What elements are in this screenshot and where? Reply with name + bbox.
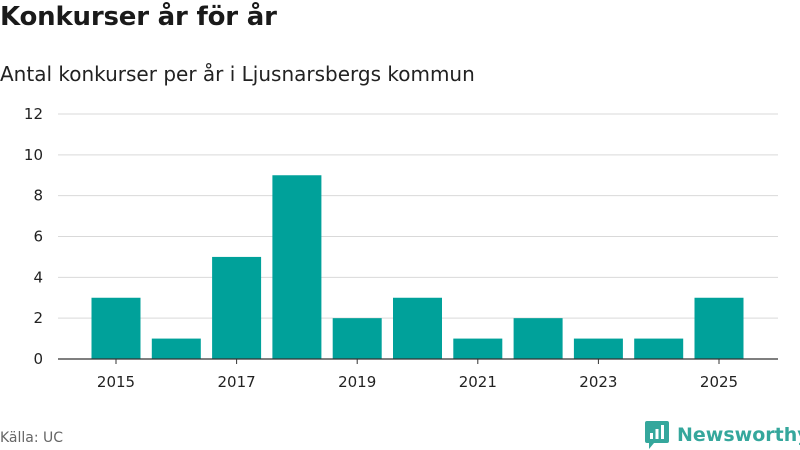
bar-2020[interactable] xyxy=(393,297,442,359)
y-tick-label: 12 xyxy=(24,105,43,123)
bar-2025[interactable] xyxy=(694,297,744,359)
brand-name: Newsworthy xyxy=(677,424,800,446)
bar-2021[interactable] xyxy=(453,338,503,359)
brand-logo[interactable]: Newsworthy xyxy=(645,421,800,449)
bars xyxy=(58,175,778,360)
chart-title: Konkurser år för år xyxy=(0,2,277,32)
newsworthy-logo-icon xyxy=(645,421,669,449)
y-tick-label: 6 xyxy=(33,228,43,246)
y-axis-labels: 0 2 4 6 8 10 12 xyxy=(24,105,43,368)
bar-2018[interactable] xyxy=(272,175,322,359)
y-tick-label: 2 xyxy=(33,309,43,327)
bar-2015[interactable] xyxy=(91,297,141,359)
chart-subtitle: Antal konkurser per år i Ljusnarsbergs k… xyxy=(0,62,475,86)
y-tick-label: 10 xyxy=(24,146,43,164)
source-note: Källa: UC xyxy=(0,430,64,446)
x-tick-label: 2017 xyxy=(218,373,256,391)
x-tick-label: 2019 xyxy=(338,373,376,391)
bar-2016[interactable] xyxy=(151,338,201,359)
bar-2024[interactable] xyxy=(634,338,684,359)
y-tick-label: 0 xyxy=(33,350,43,368)
x-axis-labels: 2015 2017 2019 2021 2023 2025 xyxy=(97,359,738,391)
y-tick-label: 8 xyxy=(33,187,43,205)
bar-2023[interactable] xyxy=(573,338,623,359)
y-tick-label: 4 xyxy=(33,268,43,286)
x-tick-label: 2015 xyxy=(97,373,135,391)
gridlines xyxy=(58,113,778,319)
x-tick-label: 2025 xyxy=(700,373,738,391)
bar-2017[interactable] xyxy=(212,256,262,359)
bar-2022[interactable] xyxy=(513,318,563,359)
x-tick-label: 2021 xyxy=(459,373,497,391)
x-tick-label: 2023 xyxy=(579,373,617,391)
bar-2019[interactable] xyxy=(332,318,382,359)
